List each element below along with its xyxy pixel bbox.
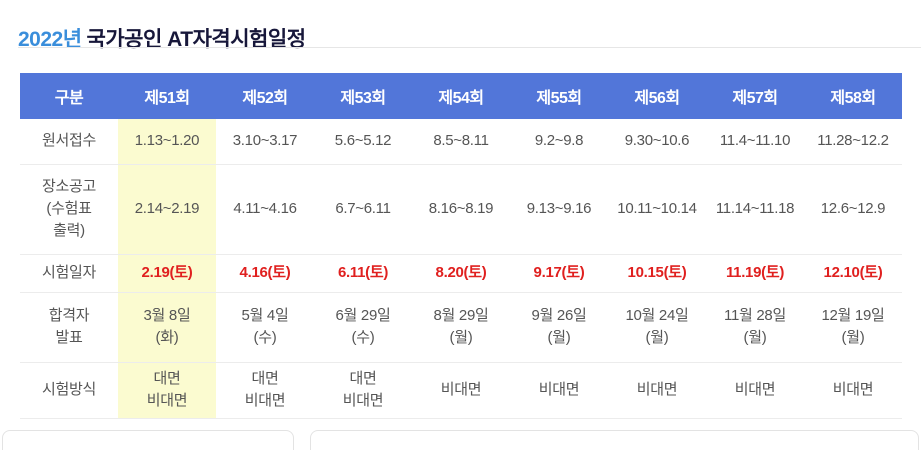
page-title: 2022년 국가공인 AT자격시험일정 (18, 23, 306, 53)
row-label: 시험방식 (20, 362, 118, 419)
column-header-category: 구분 (20, 73, 118, 119)
row-label: 장소공고 (수험표 출력) (20, 164, 118, 255)
exam-schedule-table: 구분 제51회 제52회 제53회 제54회 제55회 제56회 제57회 제58회 원서접수 1… (20, 73, 902, 419)
column-header-round: 제53회 (314, 73, 412, 119)
schedule-cell: 8.20(토) (412, 254, 510, 293)
schedule-cell: 9.2~9.8 (510, 119, 608, 165)
schedule-cell: 대면 비대면 (216, 362, 314, 419)
schedule-cell: 4.16(토) (216, 254, 314, 293)
schedule-cell: 6월 29일 (수) (314, 292, 412, 363)
title-text: 국가공인 AT자격시험일정 (86, 28, 306, 52)
schedule-cell: 11월 28일 (월) (706, 292, 804, 363)
table-row: 합격자 발표 3월 8일 (화) 5월 4일 (수) 6월 29일 (수) 8월 29일… (20, 292, 902, 363)
schedule-cell: 비대면 (706, 362, 804, 419)
schedule-cell: 3.10~3.17 (216, 119, 314, 165)
schedule-cell: 9.17(토) (510, 254, 608, 293)
schedule-cell: 6.7~6.11 (314, 164, 412, 255)
schedule-cell: 8.5~8.11 (412, 119, 510, 165)
schedule-cell: 비대면 (608, 362, 706, 419)
schedule-cell: 9.30~10.6 (608, 119, 706, 165)
schedule-cell: 3월 8일 (화) (118, 292, 216, 363)
schedule-cell: 8월 29일 (월) (412, 292, 510, 363)
schedule-cell: 6.11(토) (314, 254, 412, 293)
schedule-cell: 비대면 (510, 362, 608, 419)
schedule-cell: 12.6~12.9 (804, 164, 902, 255)
table-row: 장소공고 (수험표 출력) 2.14~2.19 4.11~4.16 6.7~6.11 8… (20, 164, 902, 255)
schedule-cell: 10월 24일 (월) (608, 292, 706, 363)
schedule-cell: 2.19(토) (118, 254, 216, 293)
schedule-cell: 11.28~12.2 (804, 119, 902, 165)
table-row: 시험일자 2.19(토) 4.16(토) 6.11(토) 8.20(토) 9.17(토) 1… (20, 254, 902, 293)
schedule-cell: 비대면 (804, 362, 902, 419)
schedule-cell: 비대면 (412, 362, 510, 419)
column-header-round: 제56회 (608, 73, 706, 119)
schedule-cell: 9월 26일 (월) (510, 292, 608, 363)
column-header-round: 제57회 (706, 73, 804, 119)
schedule-cell: 12.10(토) (804, 254, 902, 293)
schedule-cell: 10.11~10.14 (608, 164, 706, 255)
column-header-round: 제51회 (118, 73, 216, 119)
schedule-cell: 5월 4일 (수) (216, 292, 314, 363)
page: 2022년 국가공인 AT자격시험일정 구분 제51회 제52회 제53회 제54회 제55… (2, 23, 921, 450)
row-label: 시험일자 (20, 254, 118, 293)
column-header-round: 제58회 (804, 73, 902, 119)
schedule-cell: 8.16~8.19 (412, 164, 510, 255)
column-header-round: 제55회 (510, 73, 608, 119)
schedule-cell: 5.6~5.12 (314, 119, 412, 165)
row-label: 합격자 발표 (20, 292, 118, 363)
schedule-cell: 12월 19일 (월) (804, 292, 902, 363)
schedule-cell: 대면 비대면 (118, 362, 216, 419)
schedule-cell: 9.13~9.16 (510, 164, 608, 255)
table-row: 시험방식 대면 비대면 대면 비대면 대면 비대면 비대면 비대면 비대면 비대면 비대면 (20, 362, 902, 419)
column-header-round: 제54회 (412, 73, 510, 119)
schedule-cell: 2.14~2.19 (118, 164, 216, 255)
table-row: 원서접수 1.13~1.20 3.10~3.17 5.6~5.12 8.5~8.11 9.… (20, 119, 902, 165)
table-header-row: 구분 제51회 제52회 제53회 제54회 제55회 제56회 제57회 제58회 (20, 73, 902, 119)
bottom-card-left (2, 430, 294, 450)
schedule-cell: 1.13~1.20 (118, 119, 216, 165)
schedule-cell: 10.15(토) (608, 254, 706, 293)
column-header-round: 제52회 (216, 73, 314, 119)
bottom-card-right (310, 430, 919, 450)
row-label: 원서접수 (20, 119, 118, 165)
title-year: 2022년 (18, 28, 82, 52)
schedule-cell: 11.19(토) (706, 254, 804, 293)
title-divider (18, 47, 921, 48)
schedule-cell: 4.11~4.16 (216, 164, 314, 255)
schedule-cell: 11.4~11.10 (706, 119, 804, 165)
schedule-cell: 대면 비대면 (314, 362, 412, 419)
schedule-cell: 11.14~11.18 (706, 164, 804, 255)
